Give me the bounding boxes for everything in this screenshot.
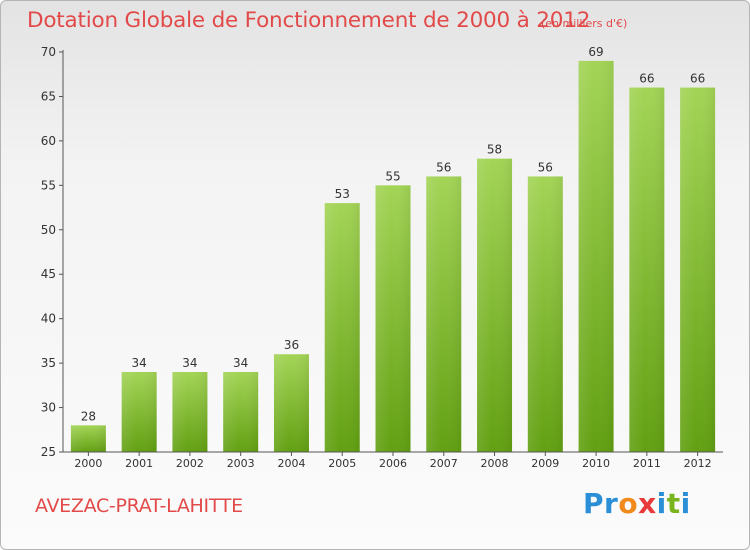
- value-label: 66: [639, 72, 654, 86]
- y-tick-label: 45: [41, 267, 56, 281]
- bar-shine: [223, 372, 259, 452]
- x-tick-label: 2000: [74, 457, 102, 470]
- value-label: 34: [233, 356, 248, 370]
- value-label: 66: [690, 72, 705, 86]
- bar-shine: [375, 185, 411, 453]
- commune-name: AVEZAC-PRAT-LAHITTE: [35, 495, 243, 517]
- y-tick-label: 35: [41, 356, 56, 370]
- x-tick-label: 2002: [176, 457, 204, 470]
- bar-shine: [578, 60, 614, 453]
- chart-title: Dotation Globale de Fonctionnement de 20…: [27, 8, 591, 33]
- y-tick-label: 55: [41, 178, 56, 192]
- logo-letter: r: [604, 487, 619, 520]
- value-label: 56: [538, 160, 553, 174]
- chart-unit-note: (en milliers d'€): [541, 17, 628, 30]
- bar-shine: [70, 425, 106, 452]
- value-label: 55: [385, 169, 400, 183]
- y-tick-label: 30: [41, 401, 56, 415]
- logo-letter: i: [680, 487, 691, 520]
- x-tick-label: 2004: [277, 457, 305, 470]
- bar-shine: [680, 87, 716, 453]
- bar-shine: [527, 176, 563, 452]
- value-label: 56: [436, 160, 451, 174]
- logo-letter: i: [656, 487, 667, 520]
- logo-letter: o: [618, 487, 639, 520]
- logo-letter: x: [638, 487, 657, 520]
- x-tick-label: 2012: [684, 457, 712, 470]
- x-tick-label: 2006: [379, 457, 407, 470]
- bar-shine: [477, 158, 513, 452]
- x-tick-label: 2011: [633, 457, 661, 470]
- proxiti-logo: Proxiti: [583, 487, 691, 520]
- logo-letter: P: [583, 487, 605, 520]
- x-tick-label: 2009: [531, 457, 559, 470]
- value-label: 58: [487, 143, 502, 157]
- y-tick-label: 60: [41, 134, 56, 148]
- x-tick-label: 2001: [125, 457, 153, 470]
- value-label: 53: [335, 187, 350, 201]
- value-label: 34: [132, 356, 147, 370]
- bar-shine: [324, 203, 360, 452]
- y-tick-label: 25: [41, 445, 56, 459]
- x-tick-label: 2010: [582, 457, 610, 470]
- x-tick-label: 2005: [328, 457, 356, 470]
- bar-shine: [273, 354, 309, 452]
- logo-letter: t: [666, 487, 681, 520]
- x-tick-label: 2008: [481, 457, 509, 470]
- y-tick-label: 50: [41, 223, 56, 237]
- x-tick-label: 2007: [430, 457, 458, 470]
- value-label: 69: [588, 45, 603, 59]
- value-label: 36: [284, 338, 299, 352]
- x-tick-label: 2003: [227, 457, 255, 470]
- bar-shine: [629, 87, 665, 453]
- bar-shine: [121, 372, 157, 452]
- bar-shine: [426, 176, 462, 452]
- value-label: 34: [182, 356, 197, 370]
- bar-shine: [172, 372, 208, 452]
- y-tick-label: 40: [41, 312, 56, 326]
- value-label: 28: [81, 409, 96, 423]
- y-tick-label: 70: [41, 45, 56, 59]
- y-tick-label: 65: [41, 89, 56, 103]
